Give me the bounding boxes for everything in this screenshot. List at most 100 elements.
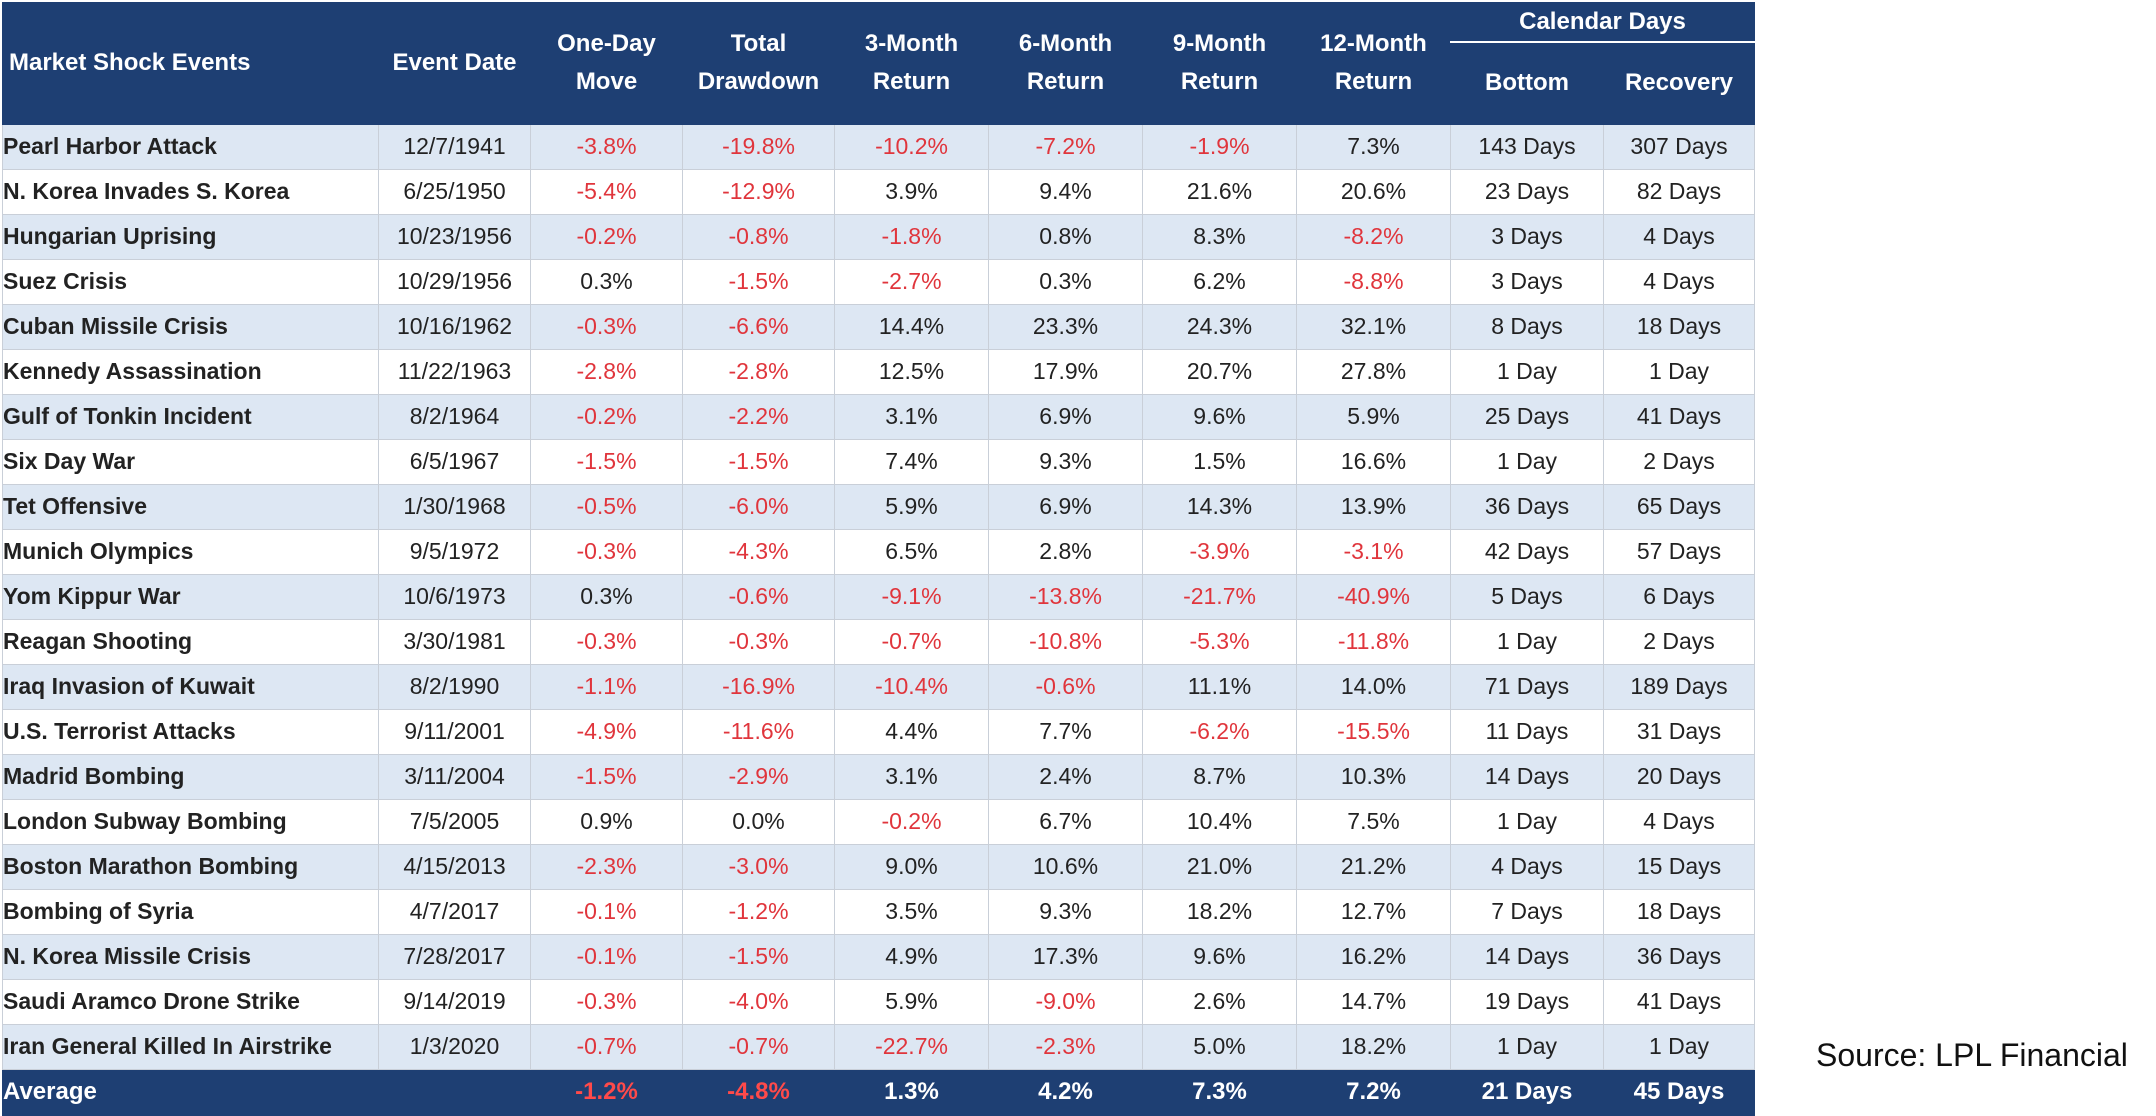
value-cell: -3.0% <box>682 843 835 890</box>
value-cell: 21.6% <box>1142 168 1297 215</box>
value-cell: -16.9% <box>682 663 835 710</box>
value-cell: -3.1% <box>1296 528 1451 575</box>
table-row: Pearl Harbor Attack 12/7/1941 -3.8% -19.8% -… <box>2 123 1755 170</box>
event-date-cell: 6/5/1967 <box>378 438 531 485</box>
table-row: Munich Olympics 9/5/1972 -0.3% -4.3% 6.5% 2.8… <box>2 528 1755 575</box>
event-name-cell: Munich Olympics <box>2 528 379 575</box>
value-cell: -1.5% <box>530 438 683 485</box>
table-row: U.S. Terrorist Attacks 9/11/2001 -4.9% -11.… <box>2 708 1755 755</box>
value-cell: 18 Days <box>1603 303 1755 350</box>
value-cell: 3.1% <box>834 753 989 800</box>
event-name-cell: N. Korea Invades S. Korea <box>2 168 379 215</box>
event-name-cell: Iraq Invasion of Kuwait <box>2 663 379 710</box>
value-cell: -2.2% <box>682 393 835 440</box>
value-cell: 8 Days <box>1450 303 1604 350</box>
header-12-month-return: 12-Month Return <box>1296 2 1451 125</box>
value-cell: 27.8% <box>1296 348 1451 395</box>
value-cell: -1.2% <box>682 888 835 935</box>
value-cell: 12.5% <box>834 348 989 395</box>
value-cell: 0.3% <box>988 258 1143 305</box>
value-cell: -22.7% <box>834 1023 989 1070</box>
value-cell: -19.8% <box>682 123 835 170</box>
value-cell: 143 Days <box>1450 123 1604 170</box>
event-date-cell: 4/15/2013 <box>378 843 531 890</box>
value-cell: -1.1% <box>530 663 683 710</box>
value-cell: -1.5% <box>530 753 683 800</box>
value-cell: 7.3% <box>1296 123 1451 170</box>
value-cell: -5.3% <box>1142 618 1297 665</box>
event-name-cell: Six Day War <box>2 438 379 485</box>
value-cell: -10.8% <box>988 618 1143 665</box>
value-cell: 4 Days <box>1603 798 1755 845</box>
value-cell: 1 Day <box>1450 1023 1604 1070</box>
header-bottom: Bottom <box>1450 41 1604 125</box>
value-cell: 2 Days <box>1603 438 1755 485</box>
average-value-cell: 45 Days <box>1603 1068 1755 1116</box>
event-date-cell: 3/11/2004 <box>378 753 531 800</box>
value-cell: 18.2% <box>1142 888 1297 935</box>
event-date-cell: 9/5/1972 <box>378 528 531 575</box>
value-cell: 14.3% <box>1142 483 1297 530</box>
table-row: Kennedy Assassination 11/22/1963 -2.8% -2.8… <box>2 348 1755 395</box>
value-cell: -4.9% <box>530 708 683 755</box>
value-cell: 16.2% <box>1296 933 1451 980</box>
value-cell: 6.7% <box>988 798 1143 845</box>
value-cell: -9.0% <box>988 978 1143 1025</box>
value-cell: 71 Days <box>1450 663 1604 710</box>
event-date-cell: 9/11/2001 <box>378 708 531 755</box>
table-row: London Subway Bombing 7/5/2005 0.9% 0.0% -0.… <box>2 798 1755 845</box>
value-cell: 4.4% <box>834 708 989 755</box>
value-cell: 20.7% <box>1142 348 1297 395</box>
table-body: Pearl Harbor Attack 12/7/1941 -3.8% -19.8% -… <box>2 123 1755 1070</box>
value-cell: 0.3% <box>530 258 683 305</box>
event-date-cell: 4/7/2017 <box>378 888 531 935</box>
value-cell: 1 Day <box>1603 1023 1755 1070</box>
event-date-cell: 7/5/2005 <box>378 798 531 845</box>
event-name-cell: Suez Crisis <box>2 258 379 305</box>
event-name-cell: N. Korea Missile Crisis <box>2 933 379 980</box>
header-calendar-days: Calendar Days <box>1450 2 1755 43</box>
value-cell: -0.1% <box>530 888 683 935</box>
value-cell: 7.4% <box>834 438 989 485</box>
value-cell: 13.9% <box>1296 483 1451 530</box>
event-date-cell: 9/14/2019 <box>378 978 531 1025</box>
value-cell: 6 Days <box>1603 573 1755 620</box>
value-cell: 3.5% <box>834 888 989 935</box>
value-cell: 0.0% <box>682 798 835 845</box>
event-name-cell: London Subway Bombing <box>2 798 379 845</box>
value-cell: 36 Days <box>1450 483 1604 530</box>
value-cell: -6.6% <box>682 303 835 350</box>
value-cell: 42 Days <box>1450 528 1604 575</box>
table-row: N. Korea Invades S. Korea 6/25/1950 -5.4% -… <box>2 168 1755 215</box>
value-cell: 20.6% <box>1296 168 1451 215</box>
average-value-cell: 4.2% <box>988 1068 1143 1116</box>
value-cell: 18 Days <box>1603 888 1755 935</box>
value-cell: 10.6% <box>988 843 1143 890</box>
value-cell: -13.8% <box>988 573 1143 620</box>
average-value-cell: 1.3% <box>834 1068 989 1116</box>
table-row: Suez Crisis 10/29/1956 0.3% -1.5% -2.7% 0.3% 6… <box>2 258 1755 305</box>
value-cell: -2.3% <box>530 843 683 890</box>
value-cell: 82 Days <box>1603 168 1755 215</box>
table-row: Iraq Invasion of Kuwait 8/2/1990 -1.1% -16.… <box>2 663 1755 710</box>
event-date-cell: 10/16/1962 <box>378 303 531 350</box>
value-cell: -7.2% <box>988 123 1143 170</box>
event-date-cell: 3/30/1981 <box>378 618 531 665</box>
value-cell: 5.9% <box>1296 393 1451 440</box>
value-cell: 23.3% <box>988 303 1143 350</box>
value-cell: 6.9% <box>988 483 1143 530</box>
value-cell: 5.0% <box>1142 1023 1297 1070</box>
value-cell: 65 Days <box>1603 483 1755 530</box>
table-row: Yom Kippur War 10/6/1973 0.3% -0.6% -9.1% -13… <box>2 573 1755 620</box>
value-cell: -0.7% <box>530 1023 683 1070</box>
value-cell: 3 Days <box>1450 213 1604 260</box>
value-cell: -40.9% <box>1296 573 1451 620</box>
event-name-cell: Hungarian Uprising <box>2 213 379 260</box>
value-cell: -0.3% <box>530 528 683 575</box>
value-cell: 189 Days <box>1603 663 1755 710</box>
value-cell: 9.4% <box>988 168 1143 215</box>
value-cell: -0.1% <box>530 933 683 980</box>
value-cell: -11.8% <box>1296 618 1451 665</box>
value-cell: 1.5% <box>1142 438 1297 485</box>
value-cell: -0.6% <box>988 663 1143 710</box>
